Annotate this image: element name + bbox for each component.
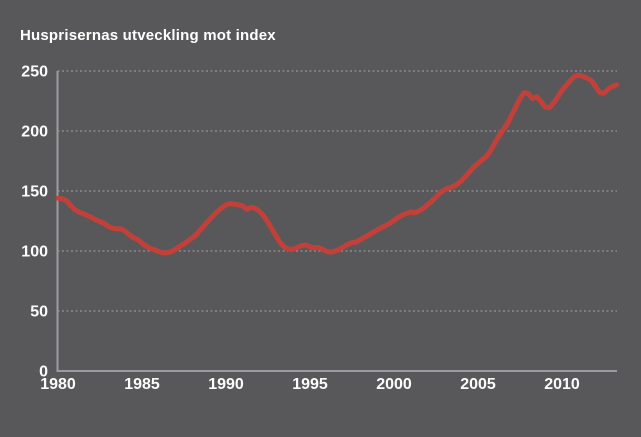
y-tick-label-150: 150 bbox=[21, 184, 48, 201]
x-tick-label-2005: 2005 bbox=[460, 376, 496, 393]
y-tick-label-250: 250 bbox=[21, 64, 48, 81]
x-tick-label-1985: 1985 bbox=[124, 376, 160, 393]
y-tick-label-100: 100 bbox=[21, 244, 48, 261]
x-tick-label-1980: 1980 bbox=[40, 376, 76, 393]
x-tick-label-1995: 1995 bbox=[292, 376, 328, 393]
y-tick-label-50: 50 bbox=[30, 304, 48, 321]
house-price-line-series bbox=[55, 72, 620, 256]
chart-title: Husprisernas utveckling mot index bbox=[20, 27, 276, 44]
x-tick-label-2010: 2010 bbox=[544, 376, 580, 393]
y-tick-label-0: 0 bbox=[39, 364, 48, 381]
x-tick-label-1990: 1990 bbox=[208, 376, 244, 393]
y-tick-label-200: 200 bbox=[21, 124, 48, 141]
x-tick-label-2000: 2000 bbox=[376, 376, 412, 393]
